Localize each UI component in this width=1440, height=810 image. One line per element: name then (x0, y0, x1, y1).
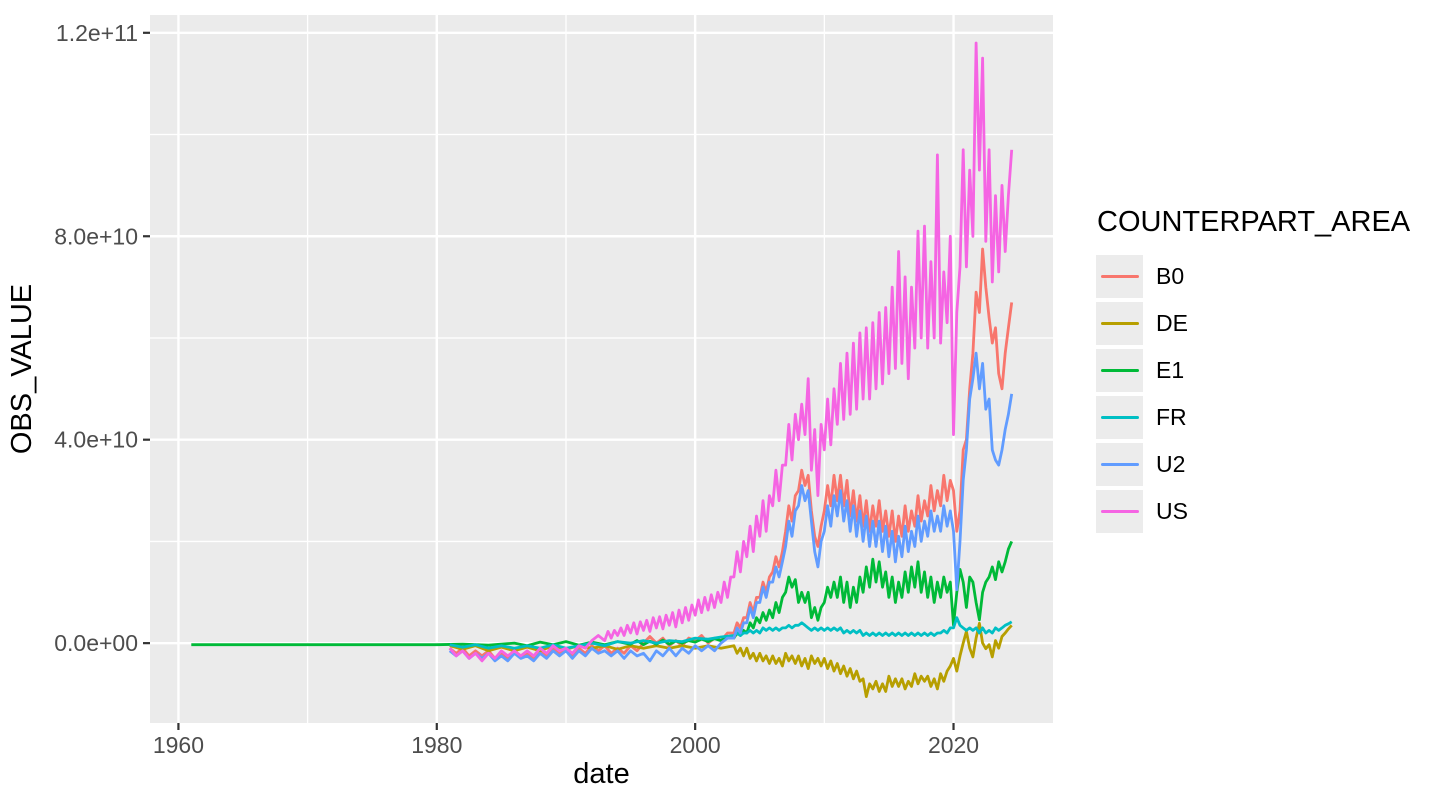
y-tick-label: 1.2e+11 (56, 20, 138, 46)
legend-key-line-icon (1100, 368, 1139, 373)
legend: COUNTERPART_AREA B0 DE E1 FR U2 US (1096, 206, 1410, 537)
legend-label: US (1156, 498, 1188, 524)
legend-label: DE (1156, 310, 1188, 336)
y-tick-label: 8.0e+10 (54, 223, 138, 249)
legend-key-swatch (1096, 443, 1143, 486)
legend-entry-DE: DE (1096, 302, 1410, 345)
x-tick-label: 1960 (153, 732, 204, 758)
x-axis-title: date (573, 758, 630, 790)
x-tick-label: 1980 (411, 732, 462, 758)
series-line-DE (449, 621, 1013, 698)
legend-key-line-icon (1100, 509, 1139, 514)
legend-entry-B0: B0 (1096, 255, 1410, 298)
legend-key-swatch (1096, 396, 1143, 439)
y-tick-label: 4.0e+10 (54, 427, 138, 453)
legend-key-line-icon (1100, 274, 1139, 279)
series-line-US (448, 41, 1014, 663)
panel-background (150, 15, 1053, 723)
legend-entry-US: US (1096, 490, 1410, 533)
legend-key-swatch (1096, 349, 1143, 392)
legend-label: E1 (1156, 357, 1185, 383)
legend-key-swatch (1096, 490, 1143, 533)
series-line-U2 (448, 351, 1014, 663)
legend-key-line-icon (1100, 415, 1139, 420)
legend-entries: B0 DE E1 FR U2 US (1096, 255, 1410, 533)
y-tick-label: 0.0e+00 (54, 630, 138, 656)
legend-entry-E1: E1 (1096, 349, 1410, 392)
legend-key-swatch (1096, 255, 1143, 298)
legend-entry-U2: U2 (1096, 443, 1410, 486)
legend-key-swatch (1096, 302, 1143, 345)
x-tick-label: 2000 (670, 732, 721, 758)
legend-entry-FR: FR (1096, 396, 1410, 439)
legend-label: FR (1156, 404, 1187, 430)
legend-label: U2 (1156, 451, 1186, 477)
series-line-FR (449, 616, 1013, 650)
y-axis-title: OBS_VALUE (6, 283, 38, 455)
legend-key-line-icon (1100, 321, 1139, 326)
x-tick-label: 2020 (928, 732, 979, 758)
legend-key-line-icon (1100, 462, 1139, 467)
legend-title: COUNTERPART_AREA (1097, 206, 1411, 238)
legend-label: B0 (1156, 263, 1185, 289)
